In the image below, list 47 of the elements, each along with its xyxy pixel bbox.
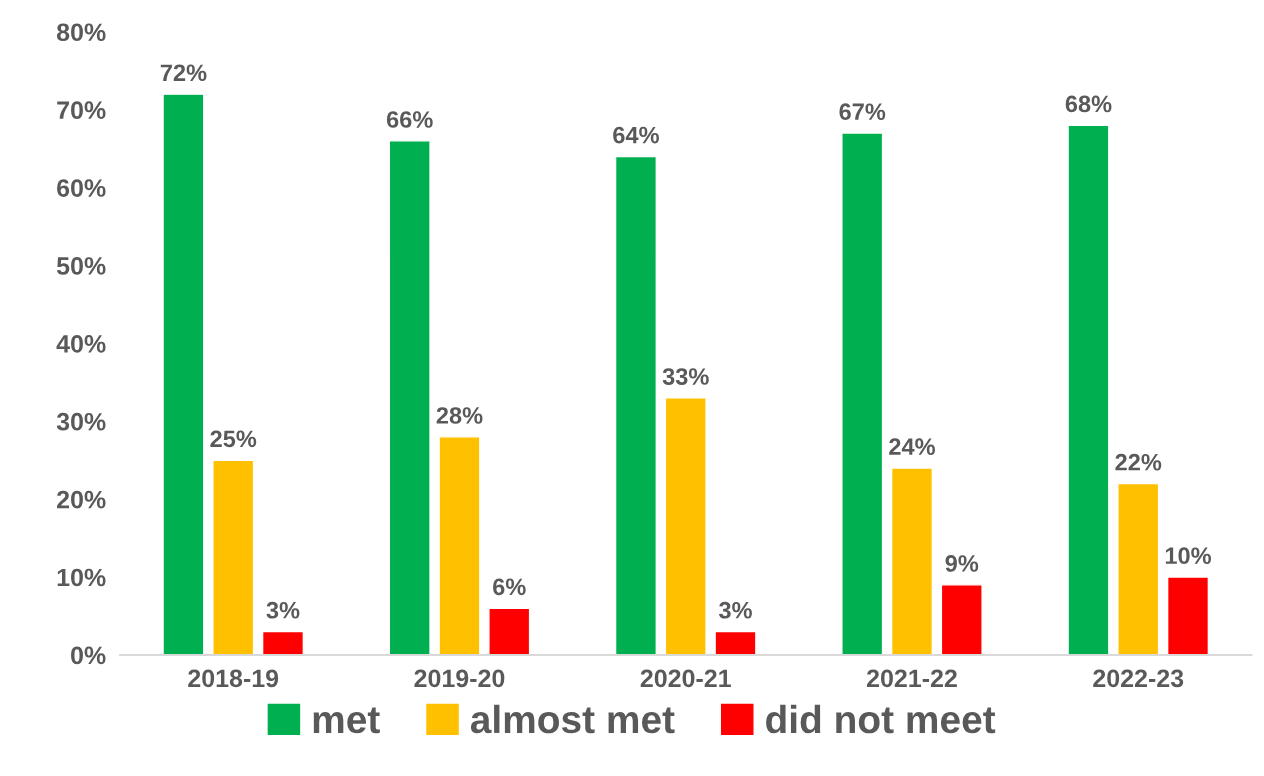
bar bbox=[614, 155, 658, 655]
bar bbox=[261, 630, 305, 655]
legend-label: almost met bbox=[470, 704, 675, 734]
data-label: 28% bbox=[436, 407, 483, 424]
bar bbox=[714, 630, 757, 655]
data-label: 3% bbox=[266, 601, 300, 619]
bar bbox=[1067, 124, 1110, 655]
y-tick-label: 60% bbox=[57, 179, 106, 197]
y-tick-label: 30% bbox=[56, 412, 106, 431]
bar bbox=[940, 584, 983, 655]
data-label: 3% bbox=[718, 601, 752, 619]
y-tick-label: 10% bbox=[57, 568, 106, 587]
x-tick-label: 2018-19 bbox=[188, 669, 279, 688]
data-label: 6% bbox=[493, 578, 526, 596]
bar bbox=[841, 132, 884, 655]
bar bbox=[388, 140, 431, 655]
data-label: 68% bbox=[1065, 95, 1112, 113]
data-label: 72% bbox=[160, 64, 207, 82]
data-label: 10% bbox=[1165, 547, 1212, 565]
bar bbox=[162, 93, 205, 655]
data-label: 67% bbox=[839, 103, 886, 121]
data-label: 25% bbox=[210, 430, 257, 448]
x-tick-label: 2019-20 bbox=[414, 669, 505, 688]
bar bbox=[664, 397, 707, 655]
data-label: 22% bbox=[1115, 453, 1162, 471]
bar bbox=[438, 436, 481, 655]
x-tick-label: 2022-23 bbox=[1093, 669, 1184, 688]
data-label: 66% bbox=[386, 111, 433, 128]
legend-label: did not meet bbox=[766, 704, 996, 734]
y-tick-label: 0% bbox=[71, 646, 106, 665]
bar bbox=[890, 467, 934, 655]
bar bbox=[212, 459, 255, 655]
x-tick-label: 2020-21 bbox=[640, 669, 731, 688]
legend-label: met bbox=[313, 707, 380, 734]
data-label: 9% bbox=[945, 555, 979, 572]
data-label: 33% bbox=[662, 368, 709, 385]
y-tick-label: 70% bbox=[57, 101, 106, 120]
y-tick-label: 20% bbox=[57, 490, 106, 509]
y-tick-label: 40% bbox=[56, 334, 106, 353]
y-tick-label: 80% bbox=[56, 23, 106, 42]
bar bbox=[488, 607, 531, 655]
bar bbox=[1117, 482, 1160, 655]
data-label: 24% bbox=[889, 438, 935, 455]
bar bbox=[1166, 576, 1210, 655]
x-tick-label: 2021-22 bbox=[866, 669, 957, 688]
y-tick-label: 50% bbox=[56, 257, 106, 275]
data-label: 64% bbox=[613, 126, 659, 144]
